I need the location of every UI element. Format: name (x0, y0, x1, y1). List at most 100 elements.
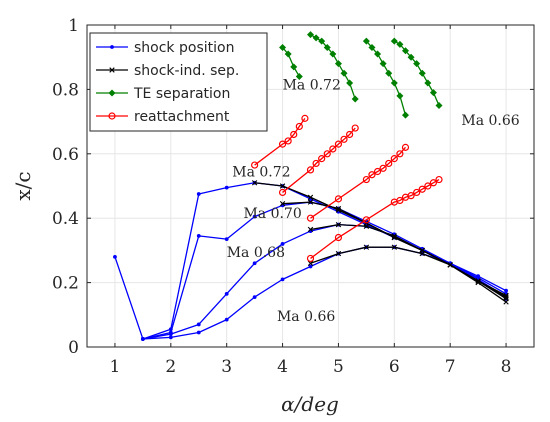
data-point (280, 242, 285, 246)
mach-annotation: Ma 0.70 (243, 206, 301, 222)
data-point (373, 167, 382, 176)
mach-annotation: Ma 0.72 (283, 77, 341, 93)
data-point (407, 53, 415, 61)
data-point (251, 161, 259, 169)
data-point (413, 60, 421, 68)
data-point (429, 179, 438, 187)
y-tick-label: 0.6 (52, 145, 79, 165)
data-point (447, 262, 453, 268)
data-point (280, 277, 285, 282)
data-point (418, 185, 426, 193)
data-point (312, 34, 320, 42)
data-point (390, 79, 398, 87)
data-point (368, 171, 376, 179)
data-point (390, 37, 398, 45)
x-tick-label: 2 (165, 357, 176, 377)
data-point (279, 44, 287, 52)
data-point (418, 69, 426, 77)
series-te-separation (390, 37, 443, 109)
data-point (113, 254, 117, 259)
data-point (329, 50, 337, 58)
data-point (196, 330, 201, 335)
series-reattachment (306, 143, 410, 222)
data-point (323, 150, 331, 158)
data-point (329, 145, 337, 153)
y-tick-label: 1 (68, 16, 79, 36)
data-point (224, 291, 229, 296)
legend-box (89, 32, 268, 132)
data-point (318, 155, 326, 163)
legend-item: shock-ind. sep. (96, 63, 239, 79)
data-point (419, 250, 425, 257)
data-point (323, 44, 331, 52)
data-point (363, 244, 370, 250)
data-point (391, 233, 398, 239)
series-line (142, 246, 507, 340)
data-point (196, 322, 201, 327)
data-point (290, 130, 298, 139)
series-line (282, 127, 356, 193)
data-point (362, 175, 370, 184)
series-te-separation (307, 31, 359, 103)
data-point (503, 299, 509, 305)
data-point (351, 124, 359, 132)
legend-label: shock position (134, 40, 234, 56)
data-point (140, 337, 145, 341)
data-point (335, 221, 342, 228)
mach-annotation: Ma 0.72 (232, 164, 290, 180)
data-point (279, 201, 286, 207)
data-point (435, 102, 443, 109)
data-point (385, 159, 393, 168)
data-point (401, 143, 410, 151)
data-point (196, 192, 201, 196)
data-point (168, 332, 173, 337)
legend-marker (110, 45, 114, 49)
data-point (306, 254, 315, 263)
data-point (224, 317, 229, 322)
data-point (290, 63, 298, 71)
legend-marker (108, 89, 116, 97)
series-group (113, 31, 509, 341)
series-te-separation (279, 44, 303, 81)
x-tick-label: 3 (221, 357, 232, 377)
data-point (475, 278, 481, 284)
series-line (310, 246, 507, 303)
data-point (362, 216, 370, 224)
data-point (362, 37, 370, 45)
data-point (401, 111, 409, 119)
y-tick-label: 0 (68, 338, 79, 358)
data-point (379, 164, 387, 172)
data-point (504, 288, 508, 293)
legend-item: shock position (96, 40, 234, 56)
series-te-separation (362, 37, 409, 119)
x-tick-label: 6 (389, 357, 400, 377)
data-point (306, 166, 315, 174)
data-point (284, 50, 292, 58)
data-point (346, 130, 354, 139)
mach-annotation: Ma 0.66 (277, 309, 335, 325)
legend-marker (109, 67, 115, 73)
data-point (318, 37, 326, 45)
series-reattachment (306, 175, 443, 263)
data-point (396, 150, 404, 158)
series-shock-ind-sep (307, 244, 509, 305)
data-point (224, 185, 229, 190)
data-point (396, 40, 404, 48)
legend-label: shock-ind. sep. (134, 63, 239, 79)
data-point (396, 196, 404, 205)
x-tick-label: 7 (445, 357, 456, 377)
data-point (391, 244, 398, 250)
series-line (282, 47, 300, 77)
data-point (334, 140, 343, 148)
legend: shock position shock-ind. sep. TE separati… (89, 32, 268, 132)
data-point (306, 214, 315, 222)
y-tick-label: 0.4 (52, 209, 79, 229)
data-point (424, 79, 432, 87)
data-point (334, 60, 342, 68)
data-point (312, 159, 320, 168)
annotations: Ma 0.72 Ma 0.66 Ma 0.72 Ma 0.70 Ma 0.68 Ma 0.… (227, 77, 520, 325)
data-point (374, 50, 382, 58)
data-point (278, 188, 287, 197)
data-point (284, 137, 292, 145)
